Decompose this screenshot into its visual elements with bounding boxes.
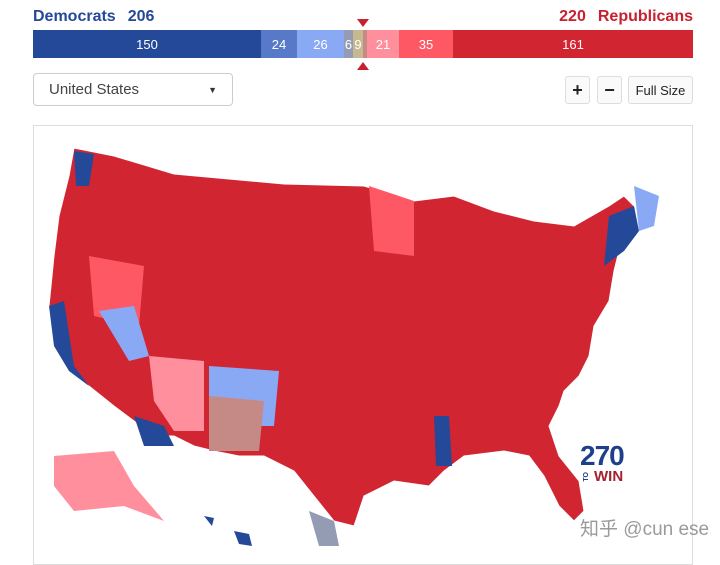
zoom-out-button[interactable]: − xyxy=(597,76,622,104)
segment-lean-rep[interactable]: 21 xyxy=(367,30,399,58)
logo-to: TO xyxy=(583,472,590,482)
alaska[interactable] xyxy=(54,451,164,521)
segment-lean-dem[interactable]: 26 xyxy=(297,30,344,58)
area-likely-dem-texas xyxy=(309,511,339,546)
area-tossup-nm xyxy=(209,396,264,451)
segment-likely-dem[interactable]: 24 xyxy=(261,30,297,58)
rep-label: Republicans xyxy=(597,8,693,25)
seat-bar: 150 24 26 6 9 21 35 161 xyxy=(33,30,693,58)
region-select[interactable]: United States ▼ xyxy=(33,73,233,106)
area-lean-dem-nevada xyxy=(99,306,149,361)
area-safe-dem-la xyxy=(134,416,174,446)
area-safe-dem-northeast xyxy=(604,206,639,266)
district-map[interactable] xyxy=(33,125,693,565)
rep-total: 220 xyxy=(559,8,586,25)
caret-down-icon: ▼ xyxy=(208,84,217,95)
watermark: 知乎 @cun ese xyxy=(580,519,710,540)
zoom-in-button[interactable]: + xyxy=(565,76,590,104)
segment-safe-rep[interactable]: 161 xyxy=(453,30,693,58)
dem-label: Democrats xyxy=(33,8,116,25)
segment-tilt-dem[interactable]: 6 xyxy=(344,30,353,58)
area-lean-rep-minnesota xyxy=(369,186,414,256)
region-select-value: United States xyxy=(49,81,140,98)
segment-safe-dem[interactable]: 150 xyxy=(33,30,261,58)
majority-marker-bottom xyxy=(357,62,369,70)
logo-win: WIN xyxy=(594,468,624,485)
dem-total: 206 xyxy=(127,8,155,25)
area-lean-dem-maine xyxy=(634,186,659,231)
majority-marker-top xyxy=(357,19,369,27)
hawaii[interactable] xyxy=(204,516,252,546)
area-safe-dem-mississippi xyxy=(434,416,452,466)
segment-tossup[interactable]: 9 xyxy=(353,30,363,58)
full-size-button[interactable]: Full Size xyxy=(628,76,693,104)
area-lean-rep-arizona xyxy=(149,356,204,431)
democrats-header: Democrats 206 xyxy=(33,8,160,26)
270towin-logo: 270 TO WIN xyxy=(580,440,625,485)
segment-tilt-rep[interactable] xyxy=(363,30,367,58)
area-safe-dem-seattle xyxy=(74,151,94,186)
republicans-header: 220 Republicans xyxy=(553,8,693,26)
area-safe-dem-west-coast xyxy=(49,301,89,386)
us-map-svg[interactable] xyxy=(34,126,693,565)
segment-likely-rep[interactable]: 35 xyxy=(399,30,453,58)
logo-number: 270 xyxy=(580,440,625,471)
